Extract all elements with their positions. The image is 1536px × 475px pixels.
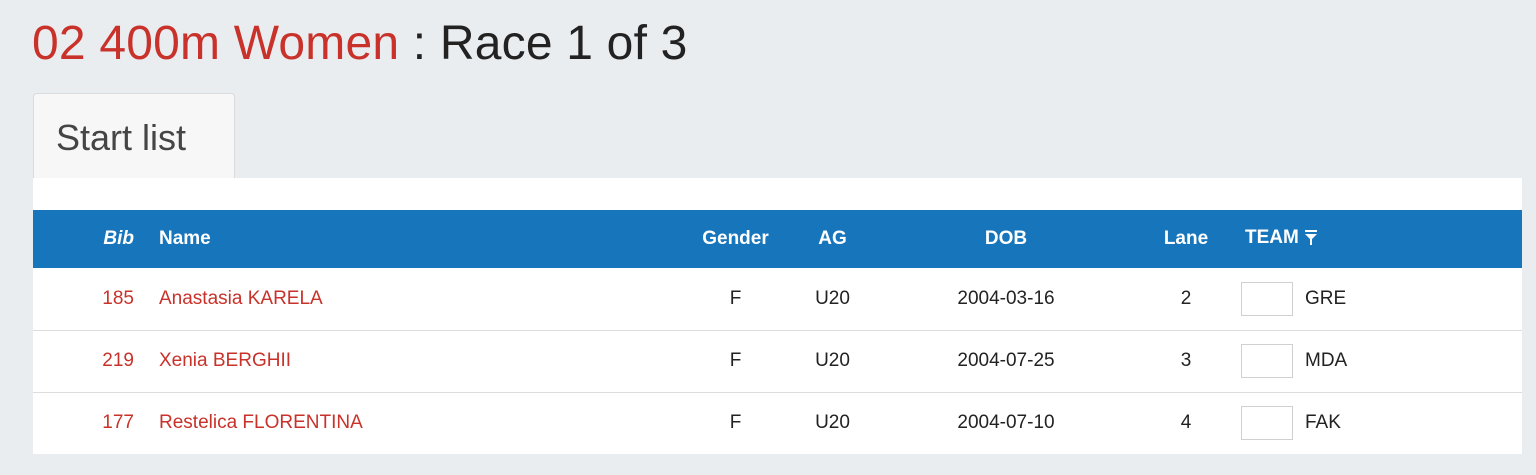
team-flag-box <box>1241 344 1293 378</box>
team-code: GRE <box>1305 287 1347 309</box>
column-header-lane[interactable]: Lane <box>1163 228 1209 249</box>
event-name: 02 400m Women <box>32 17 400 70</box>
column-header-name[interactable]: Name <box>159 228 211 249</box>
athlete-name-link[interactable]: Xenia BERGHII <box>159 350 291 371</box>
team-flag-box <box>1241 281 1293 316</box>
gender-cell: F <box>729 412 742 434</box>
team-code: FAK <box>1305 412 1341 434</box>
lane-cell: 4 <box>1180 412 1192 434</box>
bib-cell[interactable]: 177 <box>102 412 134 434</box>
table-row[interactable]: 219 Xenia BERGHII F U20 2004-07-25 3 MDA <box>33 330 1522 392</box>
column-header-dob[interactable]: DOB <box>984 228 1028 249</box>
race-label: Race 1 of 3 <box>439 17 688 70</box>
gender-cell: F <box>729 287 742 309</box>
team-flag-box <box>1241 406 1293 441</box>
start-list-table: Bib Name Gender AG DOB Lane TEAM 185 Anas… <box>33 210 1522 454</box>
title-separator: : <box>399 17 440 70</box>
team-cell: FAK <box>1241 392 1522 454</box>
dob-cell: 2004-03-16 <box>957 287 1055 309</box>
bib-cell[interactable]: 219 <box>102 350 134 371</box>
column-header-team-label: TEAM <box>1245 227 1299 248</box>
tab-start-list[interactable]: Start list <box>33 93 235 179</box>
gender-cell: F <box>729 350 742 371</box>
age-group-cell: U20 <box>815 287 850 309</box>
column-header-team[interactable]: TEAM <box>1241 210 1522 268</box>
start-list-panel: Bib Name Gender AG DOB Lane TEAM 185 Anas… <box>33 178 1522 454</box>
table-row[interactable]: 177 Restelica FLORENTINA F U20 2004-07-10 4 FA… <box>33 392 1522 454</box>
dob-cell: 2004-07-10 <box>957 412 1055 434</box>
tab-start-list-label: Start list <box>56 117 187 158</box>
lane-cell: 2 <box>1180 287 1192 309</box>
column-header-bib[interactable]: Bib <box>103 228 134 249</box>
lane-cell: 3 <box>1180 350 1192 371</box>
age-group-cell: U20 <box>815 412 850 434</box>
athlete-name-link[interactable]: Restelica FLORENTINA <box>159 412 363 434</box>
team-cell: GRE <box>1241 268 1522 330</box>
column-header-gender[interactable]: Gender <box>702 228 769 249</box>
filter-icon[interactable] <box>1304 229 1317 251</box>
table-header-row: Bib Name Gender AG DOB Lane TEAM <box>33 210 1522 268</box>
bib-cell[interactable]: 185 <box>102 287 134 309</box>
column-header-ag[interactable]: AG <box>818 228 847 249</box>
athlete-name-link[interactable]: Anastasia KARELA <box>159 287 323 309</box>
age-group-cell: U20 <box>815 350 850 371</box>
team-cell: MDA <box>1241 330 1522 392</box>
team-code: MDA <box>1305 350 1348 371</box>
table-row[interactable]: 185 Anastasia KARELA F U20 2004-03-16 2 GRE <box>33 268 1522 330</box>
dob-cell: 2004-07-25 <box>957 350 1055 371</box>
page-title: 02 400m Women : Race 1 of 3 <box>32 14 688 74</box>
